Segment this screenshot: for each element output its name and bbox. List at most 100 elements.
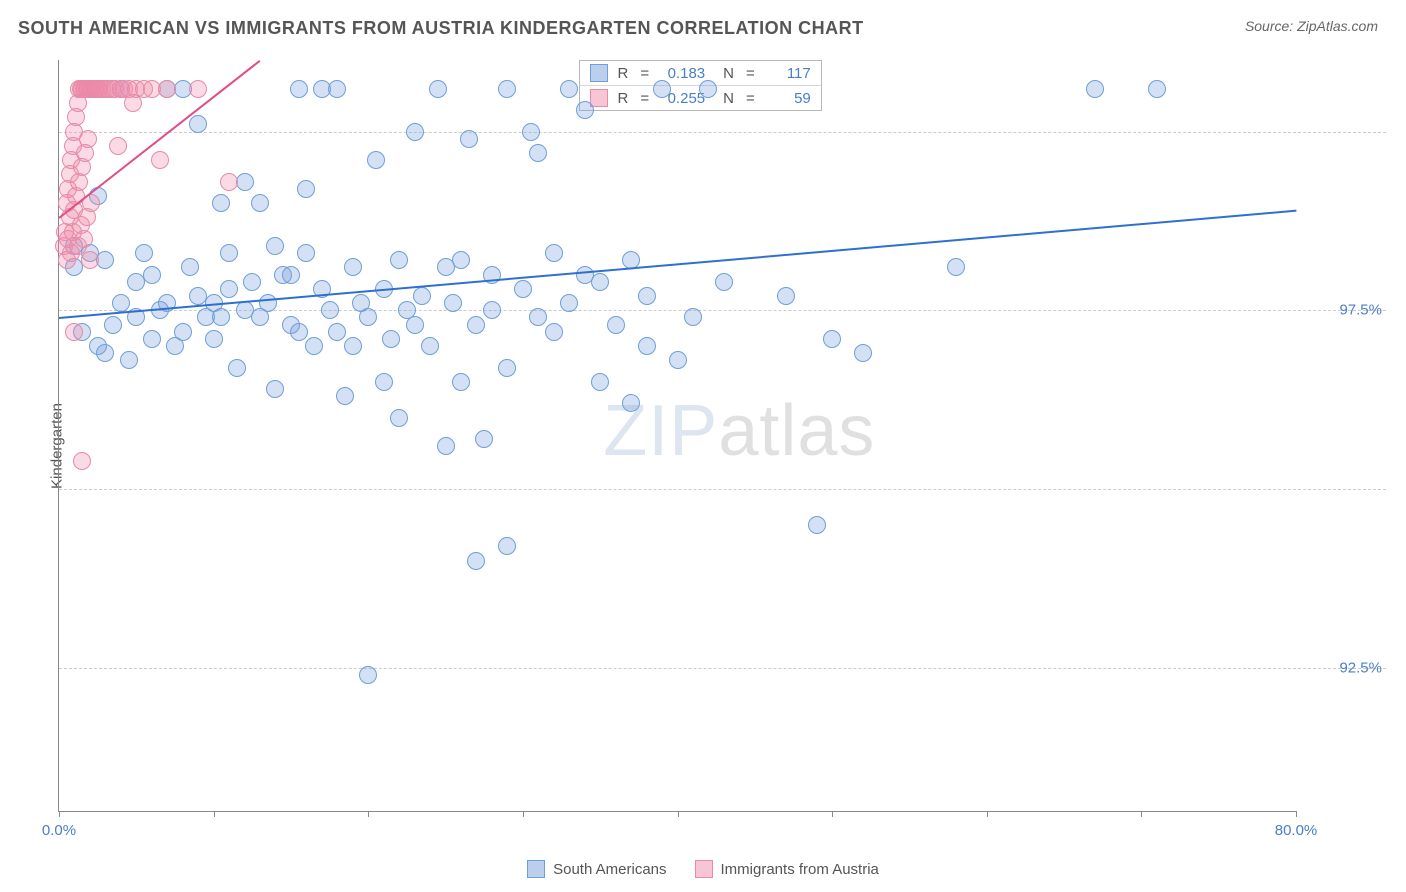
data-point: [259, 294, 277, 312]
data-point: [220, 173, 238, 191]
bottom-legend: South Americans Immigrants from Austria: [0, 860, 1406, 878]
data-point: [475, 430, 493, 448]
data-point: [266, 380, 284, 398]
data-point: [243, 273, 261, 291]
data-point: [297, 180, 315, 198]
data-point: [591, 273, 609, 291]
data-point: [638, 287, 656, 305]
data-point: [297, 244, 315, 262]
chart-container: SOUTH AMERICAN VS IMMIGRANTS FROM AUSTRI…: [0, 0, 1406, 892]
data-point: [336, 387, 354, 405]
stat-r-value: 0.183: [659, 65, 705, 82]
data-point: [467, 552, 485, 570]
stat-n-label: N: [723, 90, 734, 107]
data-point: [638, 337, 656, 355]
data-point: [143, 266, 161, 284]
stat-eq: =: [746, 90, 755, 107]
data-point: [375, 373, 393, 391]
data-point: [135, 244, 153, 262]
data-point: [545, 244, 563, 262]
y-tick-label: 97.5%: [1339, 302, 1382, 319]
data-point: [79, 130, 97, 148]
data-point: [75, 230, 93, 248]
data-point: [328, 323, 346, 341]
data-point: [669, 351, 687, 369]
stats-row: R=0.183N=117: [580, 61, 821, 85]
data-point: [205, 330, 223, 348]
x-tick-label: 80.0%: [1275, 822, 1318, 839]
data-point: [305, 337, 323, 355]
data-point: [228, 359, 246, 377]
stat-n-value: 117: [765, 65, 811, 82]
data-point: [777, 287, 795, 305]
data-point: [390, 251, 408, 269]
data-point: [220, 280, 238, 298]
data-point: [467, 316, 485, 334]
data-point: [498, 80, 516, 98]
data-point: [158, 80, 176, 98]
data-point: [73, 452, 91, 470]
data-point: [684, 308, 702, 326]
data-point: [421, 337, 439, 355]
data-point: [1148, 80, 1166, 98]
data-point: [120, 351, 138, 369]
data-point: [65, 323, 83, 341]
data-point: [653, 80, 671, 98]
stat-eq: =: [640, 65, 649, 82]
data-point: [699, 80, 717, 98]
data-point: [854, 344, 872, 362]
data-point: [529, 308, 547, 326]
data-point: [1086, 80, 1104, 98]
data-point: [437, 437, 455, 455]
legend-label: South Americans: [553, 861, 666, 878]
data-point: [413, 287, 431, 305]
stat-r-label: R: [618, 65, 629, 82]
data-point: [290, 80, 308, 98]
watermark: ZIPatlas: [603, 390, 875, 472]
data-point: [607, 316, 625, 334]
data-point: [560, 294, 578, 312]
watermark-part1: ZIP: [603, 391, 718, 471]
y-tick-label: 92.5%: [1339, 659, 1382, 676]
x-tick: [59, 811, 60, 817]
data-point: [545, 323, 563, 341]
watermark-part2: atlas: [718, 391, 875, 471]
data-point: [151, 151, 169, 169]
gridline: [59, 489, 1386, 490]
data-point: [189, 80, 207, 98]
legend-swatch: [527, 860, 545, 878]
data-point: [591, 373, 609, 391]
data-point: [290, 323, 308, 341]
data-point: [483, 301, 501, 319]
data-point: [823, 330, 841, 348]
chart-area: Kindergarten ZIPatlas R=0.183N=117R=0.25…: [18, 50, 1386, 842]
gridline: [59, 132, 1386, 133]
data-point: [367, 151, 385, 169]
legend-item: South Americans: [527, 860, 666, 878]
data-point: [522, 123, 540, 141]
data-point: [266, 237, 284, 255]
data-point: [251, 194, 269, 212]
data-point: [452, 251, 470, 269]
data-point: [808, 516, 826, 534]
x-tick: [1141, 811, 1142, 817]
data-point: [328, 80, 346, 98]
data-point: [282, 266, 300, 284]
data-point: [498, 359, 516, 377]
data-point: [406, 316, 424, 334]
data-point: [715, 273, 733, 291]
data-point: [344, 337, 362, 355]
data-point: [143, 330, 161, 348]
data-point: [498, 537, 516, 555]
data-point: [529, 144, 547, 162]
data-point: [382, 330, 400, 348]
header: SOUTH AMERICAN VS IMMIGRANTS FROM AUSTRI…: [0, 0, 1406, 47]
data-point: [444, 294, 462, 312]
chart-title: SOUTH AMERICAN VS IMMIGRANTS FROM AUSTRI…: [18, 18, 864, 39]
data-point: [359, 666, 377, 684]
data-point: [344, 258, 362, 276]
data-point: [96, 251, 114, 269]
gridline: [59, 668, 1386, 669]
legend-item: Immigrants from Austria: [695, 860, 879, 878]
x-tick: [368, 811, 369, 817]
